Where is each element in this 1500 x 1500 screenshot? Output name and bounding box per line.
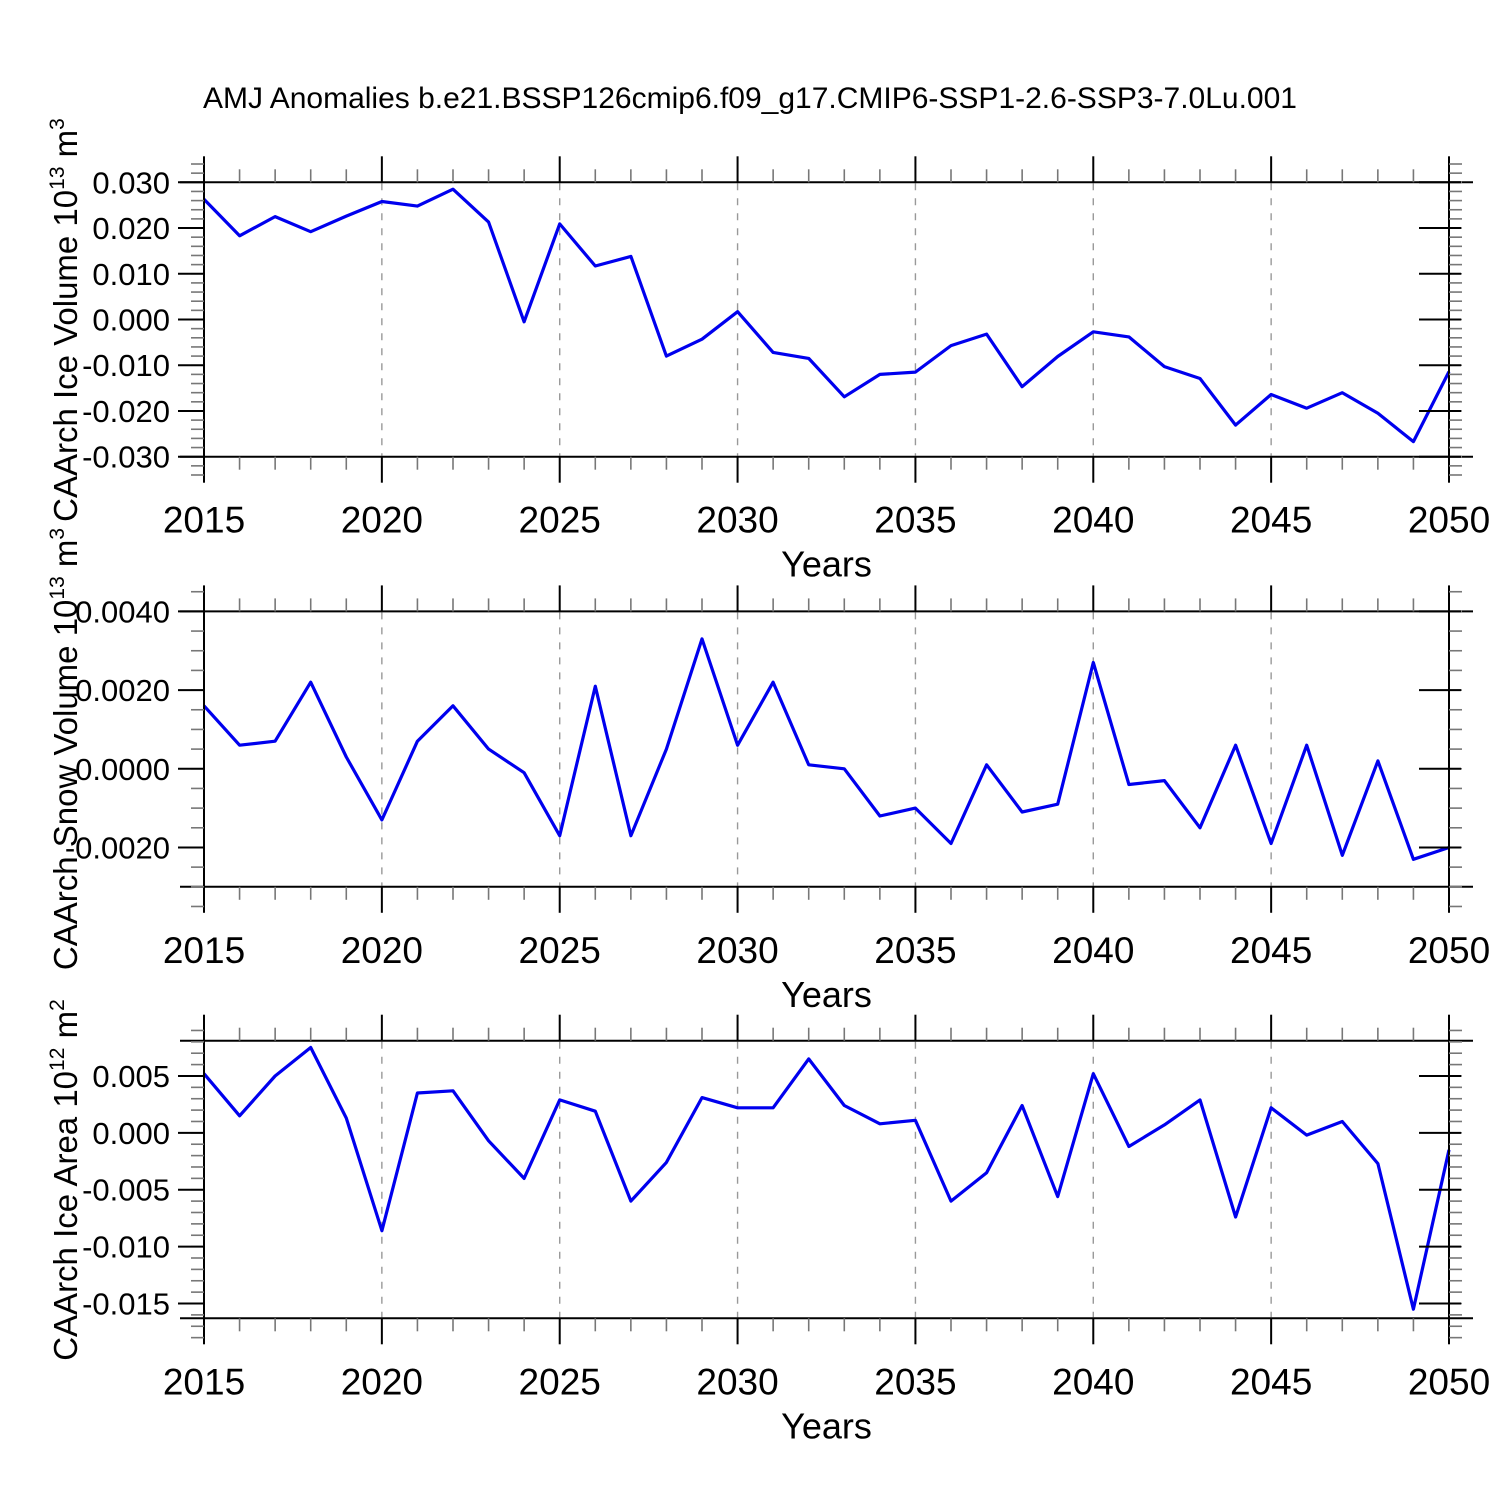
x-tick-label: 2040 (1052, 500, 1134, 541)
plot-box (180, 1018, 1473, 1341)
y-tick-label: 0.0000 (75, 752, 170, 787)
y-tick-label: 0.000 (92, 1116, 170, 1151)
x-axis-title: Years (781, 974, 872, 1015)
y-tick-label: 0.030 (92, 165, 170, 200)
y-tick-label: -0.0020 (65, 830, 170, 865)
x-axis-ticks (203, 156, 1450, 483)
year-gridlines (381, 612, 1272, 886)
x-tick-label: 2015 (163, 500, 245, 541)
x-tick-label: 2025 (519, 1361, 601, 1402)
x-tick-label: 2035 (874, 500, 956, 541)
x-tick-label: 2020 (341, 1361, 423, 1402)
figure-title: AMJ Anomalies b.e21.BSSP126cmip6.f09_g17… (203, 82, 1297, 115)
x-tick-label: 2025 (519, 500, 601, 541)
panel-snow-volume: 2015 2020 2025 2030 2035 2040 2045 2050 Years 0.0… (65, 585, 1490, 1015)
x-axis-ticks (203, 585, 1450, 913)
year-gridlines (381, 183, 1272, 456)
y-tick-label: -0.015 (82, 1287, 170, 1322)
y-tick-label: -0.010 (82, 348, 170, 383)
x-axis-title: Years (781, 544, 872, 585)
y-tick-label: 0.000 (92, 303, 170, 338)
y-axis-ticks (178, 163, 1462, 476)
x-tick-label: 2030 (696, 1361, 778, 1402)
y-axis-ticks (178, 1029, 1462, 1339)
x-tick-label: 2050 (1408, 500, 1490, 541)
x-tick-label: 2035 (874, 930, 956, 971)
x-tick-label: 2020 (341, 930, 423, 971)
y-tick-label: 0.0020 (75, 673, 170, 708)
x-tick-label: 2045 (1230, 930, 1312, 971)
x-tick-label: 2045 (1230, 500, 1312, 541)
data-line-ice-area (202, 1045, 1451, 1311)
x-tick-label: 2030 (696, 500, 778, 541)
x-tick-label: 2040 (1052, 1361, 1134, 1402)
x-tick-label: 2035 (874, 1361, 956, 1402)
y-tick-label: 0.010 (92, 257, 170, 292)
x-axis-ticks (203, 1014, 1450, 1345)
plot-box (180, 160, 1473, 479)
x-tick-label: 2025 (519, 930, 601, 971)
x-tick-label: 2015 (163, 930, 245, 971)
y-axis-ticks (178, 590, 1462, 908)
y-axis-title-ice-area: CAArch Ice Area 1012 m2 (46, 998, 84, 1361)
y-tick-label: -0.005 (82, 1173, 170, 1208)
y-tick-label: 0.005 (92, 1059, 170, 1094)
x-tick-label: 2050 (1408, 930, 1490, 971)
x-tick-label: 2030 (696, 930, 778, 971)
x-tick-label: 2040 (1052, 930, 1134, 971)
y-tick-label: 0.020 (92, 211, 170, 246)
y-tick-label: -0.030 (82, 440, 170, 475)
x-axis-title: Years (781, 1405, 872, 1446)
data-line-snow-volume (202, 637, 1450, 861)
x-tick-label: 2015 (163, 1361, 245, 1402)
panel-ice-volume: 2015 2020 2025 2030 2035 2040 2045 2050 Years 0.0… (82, 156, 1490, 585)
y-tick-label: -0.010 (82, 1230, 170, 1265)
data-line-ice-volume (202, 187, 1451, 444)
panel-ice-area: 2015 2020 2025 2030 2035 2040 2045 2050 Years 0.0… (82, 1014, 1490, 1446)
x-tick-label: 2045 (1230, 1361, 1312, 1402)
x-tick-label: 2050 (1408, 1361, 1490, 1402)
x-tick-label: 2020 (341, 500, 423, 541)
year-gridlines (381, 1041, 1272, 1318)
plot-box (180, 589, 1473, 909)
y-tick-label: 0.0040 (75, 594, 170, 629)
y-tick-label: -0.020 (82, 394, 170, 429)
